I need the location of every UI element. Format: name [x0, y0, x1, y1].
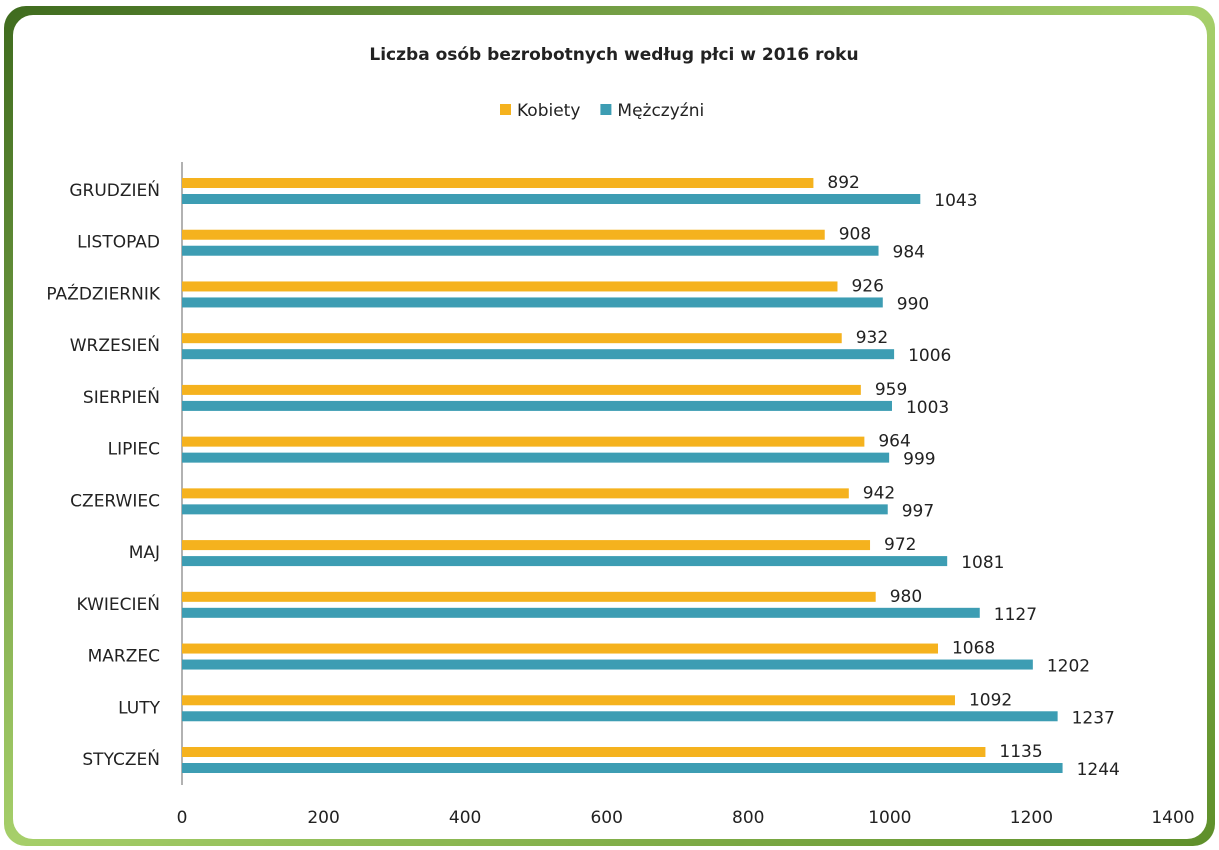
value-label: 999	[903, 450, 935, 470]
value-label: 1127	[994, 605, 1037, 625]
y-tick-label: GRUDZIEŃ	[69, 179, 160, 201]
value-label: 1081	[961, 553, 1004, 573]
bar	[182, 643, 938, 654]
bar	[182, 659, 1033, 670]
bar	[182, 400, 892, 411]
y-tick-label: LUTY	[118, 698, 160, 718]
bar	[182, 452, 890, 463]
y-tick-label: LIPIEC	[108, 440, 160, 460]
legend-swatch	[500, 104, 511, 115]
x-tick-label: 200	[307, 808, 339, 828]
x-tick-label: 600	[590, 808, 622, 828]
bar	[182, 194, 921, 204]
y-tick-label: STYCZEŃ	[82, 748, 160, 770]
value-label: 908	[839, 225, 871, 245]
y-tick-label: MARZEC	[88, 647, 160, 667]
bar	[182, 747, 986, 757]
x-tick-label: 1000	[868, 808, 911, 828]
bar	[182, 349, 895, 360]
legend-label: Kobiety	[517, 101, 580, 121]
bar	[182, 245, 879, 256]
value-label: 932	[856, 328, 888, 348]
value-label: 1003	[906, 398, 949, 418]
y-tick-label: CZERWIEC	[70, 491, 160, 511]
value-label: 984	[893, 243, 925, 263]
x-tick-label: 0	[177, 808, 188, 828]
legend-label: Mężczyźni	[617, 101, 704, 121]
bar	[182, 229, 825, 240]
bar	[182, 695, 955, 706]
value-label: 1202	[1047, 657, 1090, 677]
bar	[182, 763, 1063, 773]
value-label: 980	[890, 587, 922, 607]
value-label: 972	[884, 535, 916, 555]
bar	[182, 333, 842, 344]
y-tick-label: SIERPIEŃ	[83, 386, 160, 408]
bar	[182, 540, 871, 551]
bar	[182, 281, 838, 292]
value-label: 997	[902, 501, 934, 521]
x-tick-label: 1400	[1151, 808, 1194, 828]
plot-background	[13, 15, 1207, 839]
y-tick-label: KWIECIEŃ	[77, 593, 160, 615]
x-tick-label: 800	[732, 808, 764, 828]
bar	[182, 711, 1058, 722]
x-tick-label: 400	[449, 808, 481, 828]
value-label: 892	[827, 173, 859, 193]
x-tick-label: 1200	[1010, 808, 1053, 828]
bar	[182, 384, 861, 395]
bar	[182, 436, 865, 447]
value-label: 926	[851, 276, 883, 296]
value-label: 1006	[908, 346, 951, 366]
bar	[182, 556, 948, 567]
y-tick-label: MAJ	[129, 543, 160, 563]
y-tick-label: PAŹDZIERNIK	[46, 282, 160, 304]
bar	[182, 607, 980, 618]
y-tick-label: WRZESIEŃ	[70, 334, 160, 356]
legend-swatch	[600, 104, 612, 115]
y-tick-label: LISTOPAD	[77, 233, 160, 253]
bar	[182, 591, 876, 602]
value-label: 1135	[999, 742, 1042, 762]
chart-title: Liczba osób bezrobotnych według płci w 2…	[369, 45, 858, 65]
value-label: 990	[897, 294, 929, 314]
bar	[182, 504, 888, 515]
value-label: 1244	[1077, 760, 1120, 780]
value-label: 964	[878, 432, 910, 452]
value-label: 1237	[1072, 708, 1115, 728]
value-label: 1068	[952, 639, 995, 659]
bar	[182, 297, 883, 308]
bar	[182, 178, 814, 188]
value-label: 942	[863, 483, 895, 503]
value-label: 959	[875, 380, 907, 400]
bar	[182, 488, 849, 499]
value-label: 1092	[969, 690, 1012, 710]
value-label: 1043	[934, 191, 977, 211]
